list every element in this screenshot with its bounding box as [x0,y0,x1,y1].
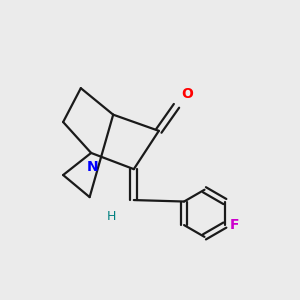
Text: N: N [87,160,98,174]
Text: F: F [230,218,240,232]
Text: O: O [181,87,193,101]
Text: H: H [107,210,116,223]
